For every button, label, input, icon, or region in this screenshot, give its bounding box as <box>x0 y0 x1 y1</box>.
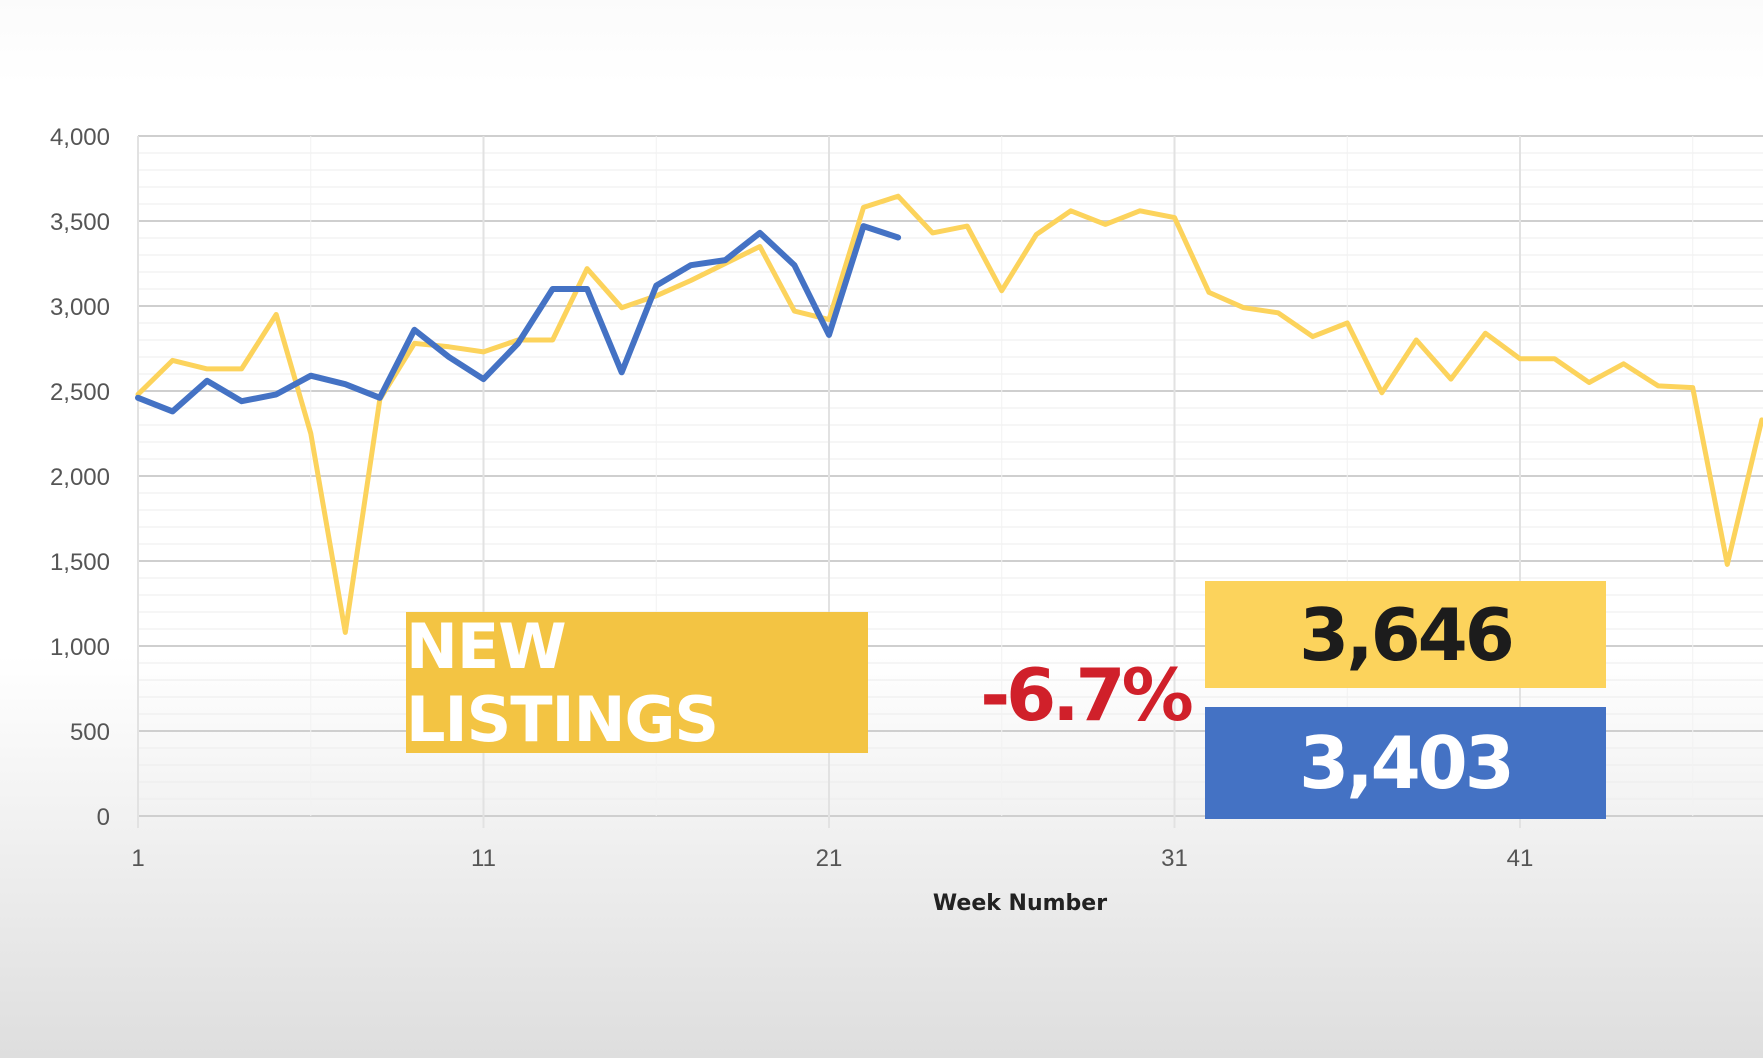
series-line-1 <box>135 193 1763 635</box>
x-tick-label: 31 <box>1161 845 1188 872</box>
x-axis: 1 11 21 31 41 <box>131 845 1533 872</box>
x-tick-label: 11 <box>471 845 496 872</box>
percent-change-label: -6.7% <box>980 653 1194 737</box>
y-tick-label: 0 <box>97 804 110 831</box>
y-tick-label: 4,000 <box>50 124 110 151</box>
y-tick-label: 3,000 <box>50 294 110 321</box>
y-tick-label: 1,500 <box>50 549 110 576</box>
x-axis-title: Week Number <box>933 891 1107 916</box>
x-tick-label: 1 <box>131 845 144 872</box>
y-tick-label: 3,500 <box>50 209 110 236</box>
y-tick-label: 500 <box>70 719 110 746</box>
previous-value-badge: 3,646 <box>1205 581 1606 688</box>
y-tick-label: 2,500 <box>50 379 110 406</box>
x-tick-label: 41 <box>1507 845 1534 872</box>
y-tick-label: 2,000 <box>50 464 110 491</box>
series-group <box>135 193 1763 635</box>
y-axis: 0 500 1,000 1,500 2,000 2,500 3,000 3,500 4,000 <box>50 124 110 831</box>
x-tick-label: 21 <box>816 845 843 872</box>
current-value-badge: 3,403 <box>1205 707 1606 819</box>
y-tick-label: 1,000 <box>50 634 110 661</box>
series-line-2 <box>135 223 902 415</box>
new-listings-label: NEW LISTINGS <box>406 610 868 756</box>
